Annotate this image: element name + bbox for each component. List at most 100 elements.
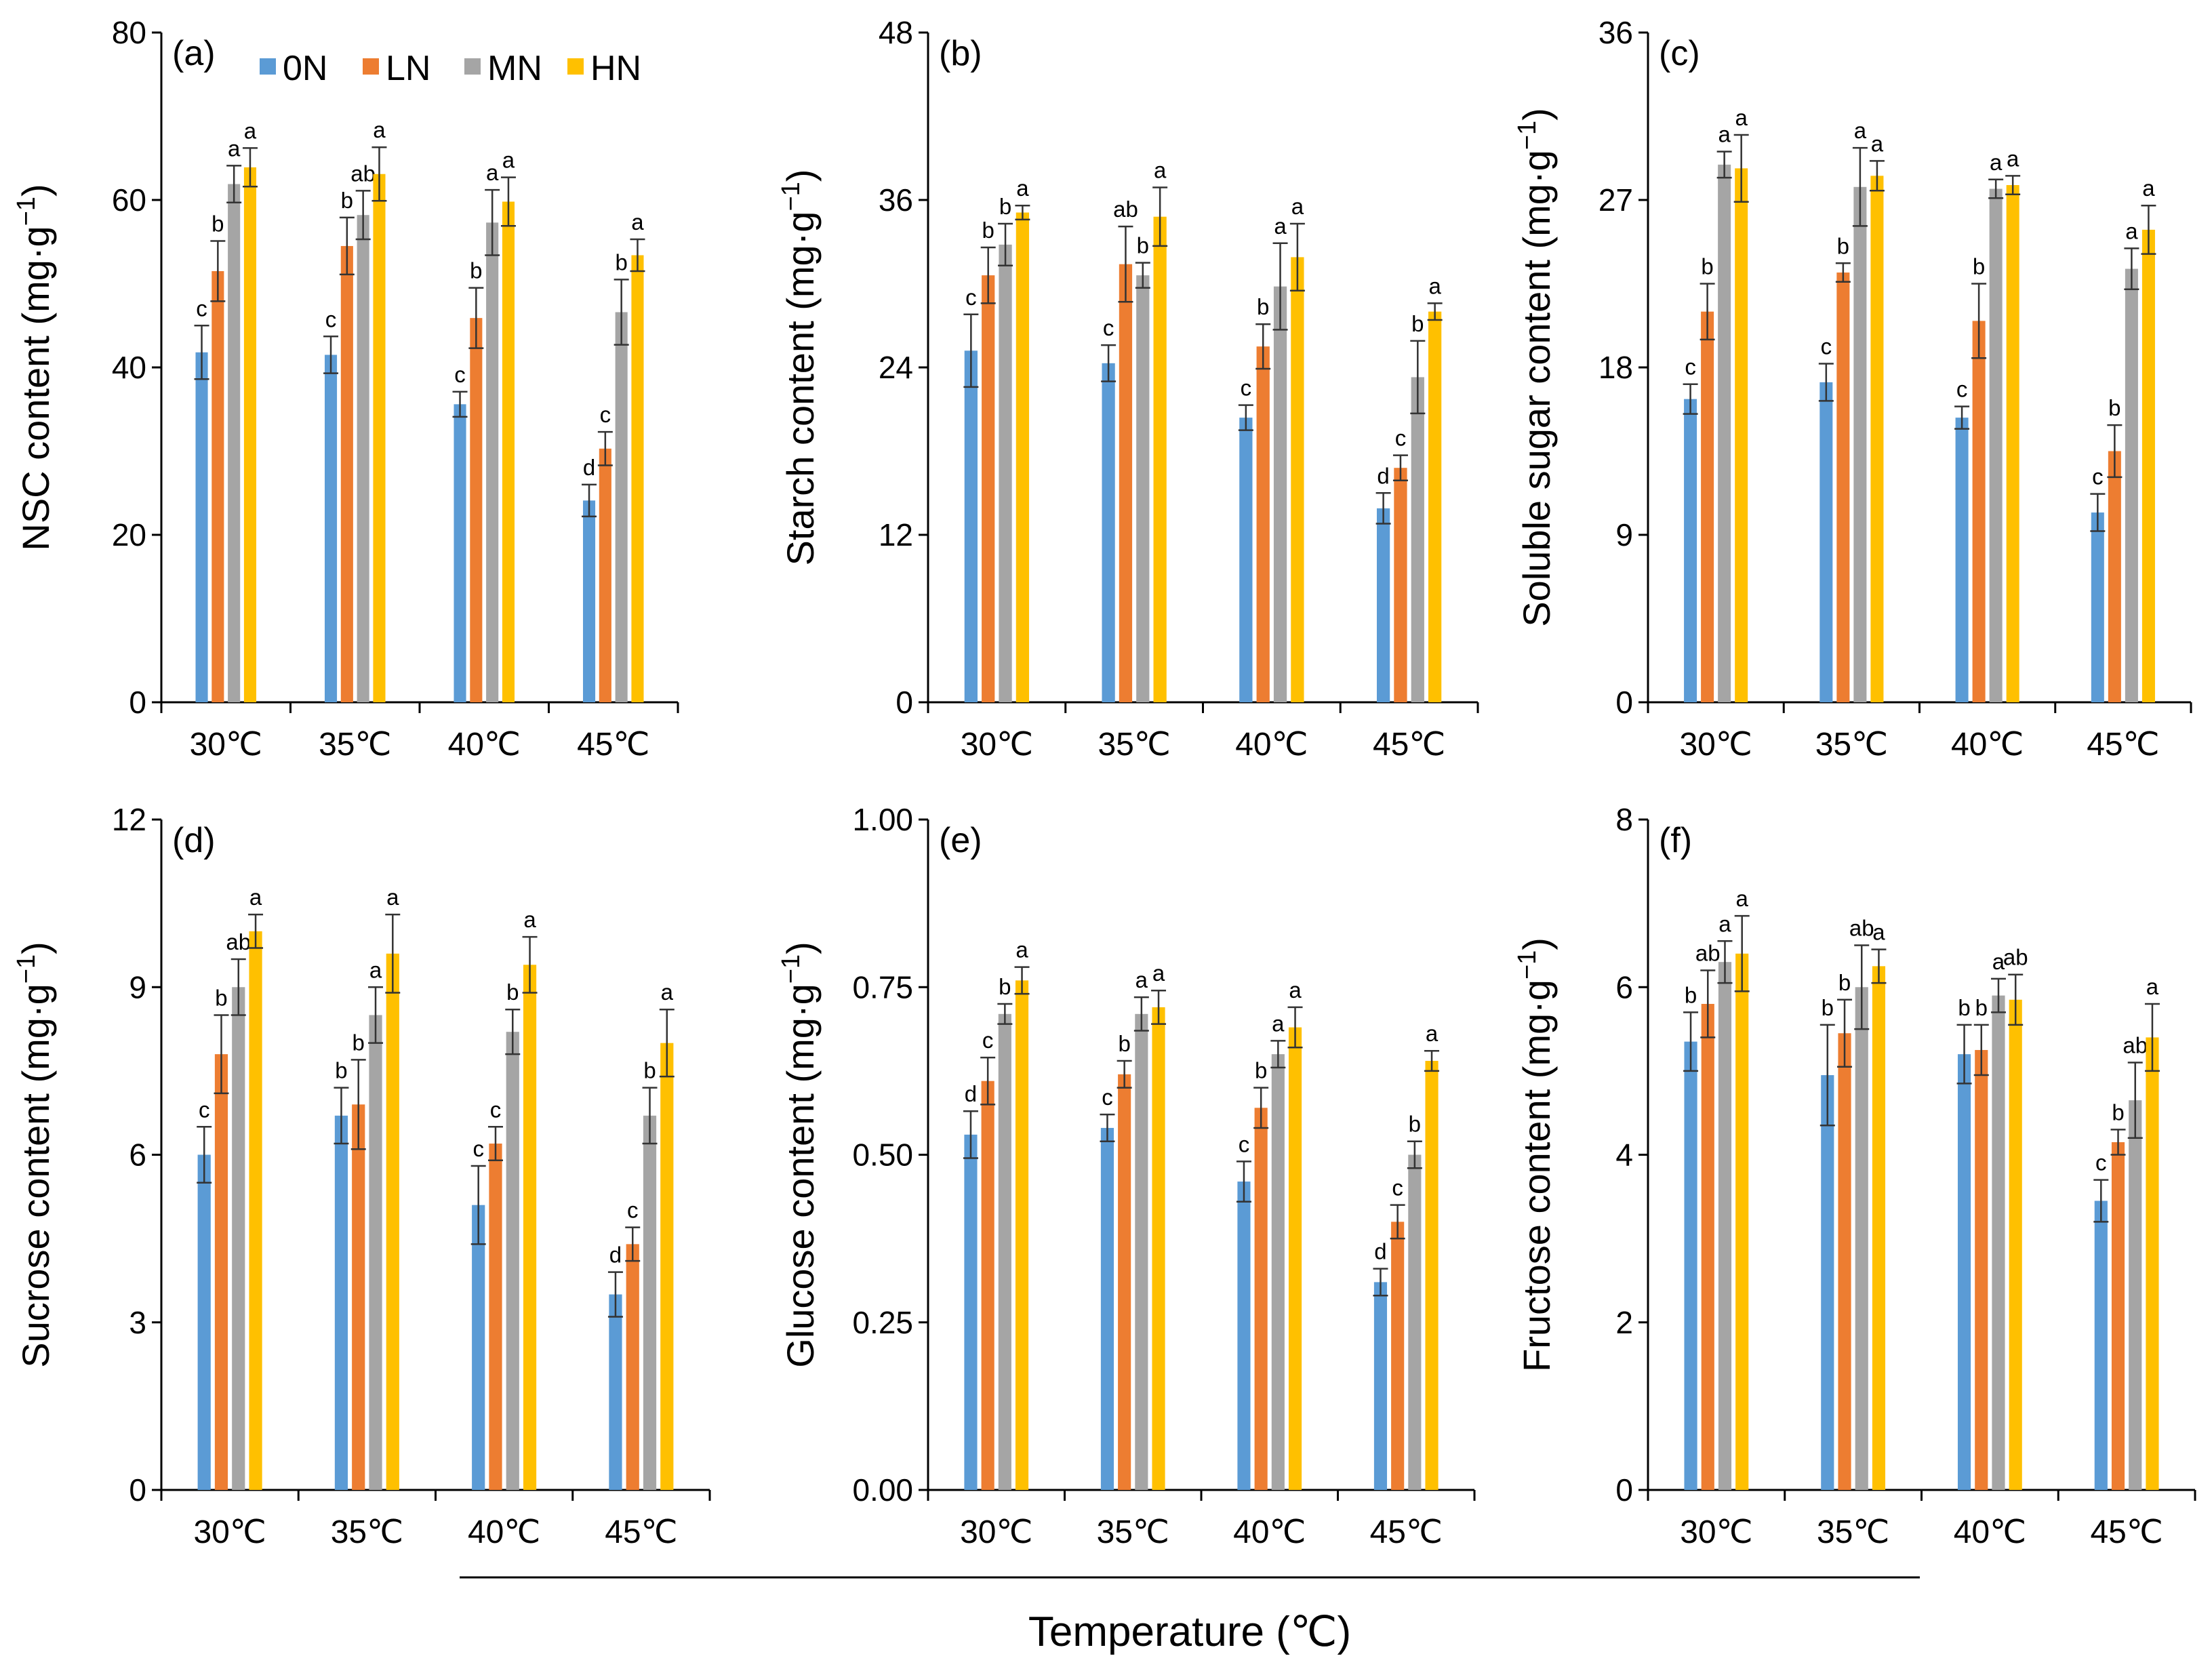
bar-mn: [1273, 286, 1287, 702]
significance-letter: b: [353, 1030, 365, 1055]
bar-mn: [357, 215, 369, 703]
legend-swatch-hn: [567, 58, 584, 75]
x-category-label: 35℃: [1817, 1514, 1889, 1550]
legend-swatch-0n: [260, 58, 276, 75]
significance-letter: c: [1956, 377, 1968, 402]
legend-swatch-mn: [464, 58, 481, 75]
bar-0n: [472, 1205, 485, 1490]
significance-letter: a: [1718, 122, 1731, 147]
bar-0n: [1957, 1054, 1971, 1490]
bar-hn: [523, 965, 537, 1490]
bar-hn: [1735, 168, 1748, 702]
bar-ln: [981, 1081, 994, 1490]
bar-ln: [214, 1054, 228, 1490]
significance-letter: b: [1137, 233, 1149, 258]
bar-hn: [1152, 1007, 1165, 1490]
bar-mn: [486, 222, 499, 703]
bar-mn: [1718, 164, 1731, 702]
bar-0n: [197, 1154, 211, 1490]
significance-letter: b: [470, 258, 482, 283]
legend-swatch-ln: [363, 58, 379, 75]
bar-ln: [1391, 1222, 1405, 1490]
x-category-label: 40℃: [1951, 727, 2024, 763]
legend-label-mn: MN: [487, 49, 542, 88]
significance-letter: b: [341, 188, 353, 213]
significance-letter: a: [2125, 218, 2138, 243]
significance-letter: a: [1135, 967, 1148, 992]
bar-0n: [1102, 363, 1115, 702]
y-tick-label: 0: [129, 1472, 146, 1508]
y-tick-label: 0.25: [852, 1305, 913, 1340]
y-tick-label: 80: [112, 15, 146, 50]
significance-letter: c: [454, 362, 466, 387]
bar-hn: [2141, 229, 2155, 702]
significance-letter: d: [1374, 1239, 1386, 1264]
significance-letter: a: [502, 148, 515, 173]
bar-mn: [615, 312, 628, 702]
significance-letter: a: [1291, 194, 1304, 219]
y-tick-label: 24: [879, 350, 913, 385]
bar-ln: [1254, 1108, 1268, 1490]
bar-ln: [982, 275, 995, 702]
bar-ln: [1118, 1074, 1131, 1490]
bar-0n: [1955, 418, 1969, 702]
bar-ln: [1836, 273, 1850, 702]
bar-0n: [454, 404, 466, 702]
y-axis-title: Starch content (mg·g−1): [777, 169, 822, 566]
bar-0n: [964, 350, 978, 702]
y-tick-label: 6: [129, 1137, 146, 1173]
bar-mn: [2129, 1100, 2142, 1490]
significance-letter: b: [2108, 395, 2120, 420]
bar-0n: [2094, 1200, 2108, 1490]
bar-ln: [352, 1104, 365, 1490]
bar-hn: [1428, 311, 1442, 703]
y-tick-label: 40: [112, 350, 146, 385]
y-tick-label: 27: [1598, 182, 1633, 218]
significance-letter: a: [1015, 937, 1028, 963]
panel-label: (c): [1659, 34, 1700, 73]
x-category-label: 30℃: [1680, 1514, 1752, 1550]
bar-mn: [1718, 962, 1732, 1490]
significance-letter: d: [583, 455, 595, 480]
bar-0n: [334, 1115, 348, 1490]
bar-ln: [1701, 311, 1714, 703]
significance-letter: c: [472, 1136, 484, 1161]
significance-letter: a: [1428, 273, 1441, 298]
significance-letter: a: [1289, 977, 1302, 1003]
significance-letter: c: [199, 1097, 210, 1122]
bar-0n: [195, 352, 208, 702]
bar-mn: [2125, 268, 2138, 702]
bar-mn: [506, 1032, 519, 1490]
y-tick-label: 48: [879, 15, 913, 50]
x-category-label: 45℃: [605, 1514, 677, 1550]
significance-letter: b: [1822, 995, 1834, 1020]
bar-ln: [470, 318, 483, 702]
significance-letter: b: [1409, 1112, 1421, 1137]
bar-hn: [2146, 1037, 2159, 1490]
significance-letter: b: [1973, 254, 1985, 279]
bar-0n: [1239, 418, 1253, 702]
bar-hn: [249, 931, 262, 1490]
bar-0n: [582, 500, 596, 702]
significance-letter: b: [2112, 1099, 2124, 1125]
legend-label-hn: HN: [590, 49, 641, 88]
y-tick-label: 2: [1615, 1305, 1633, 1340]
y-tick-label: 9: [1615, 517, 1633, 552]
bar-ln: [1119, 264, 1133, 702]
significance-letter: d: [609, 1243, 622, 1268]
significance-letter: c: [490, 1097, 502, 1122]
legend: 0N LN MN HN: [260, 49, 641, 88]
significance-letter: b: [643, 1058, 656, 1083]
bar-hn: [1870, 176, 1884, 702]
significance-letter: a: [1735, 105, 1748, 130]
bar-ln: [1256, 346, 1270, 702]
y-tick-label: 0: [896, 685, 913, 720]
x-category-label: 45℃: [2087, 727, 2159, 763]
significance-letter: c: [600, 402, 611, 427]
significance-letter: b: [999, 194, 1011, 219]
bar-hn: [1735, 953, 1749, 1490]
significance-letter: a: [1718, 911, 1731, 936]
x-category-label: 40℃: [448, 727, 521, 763]
